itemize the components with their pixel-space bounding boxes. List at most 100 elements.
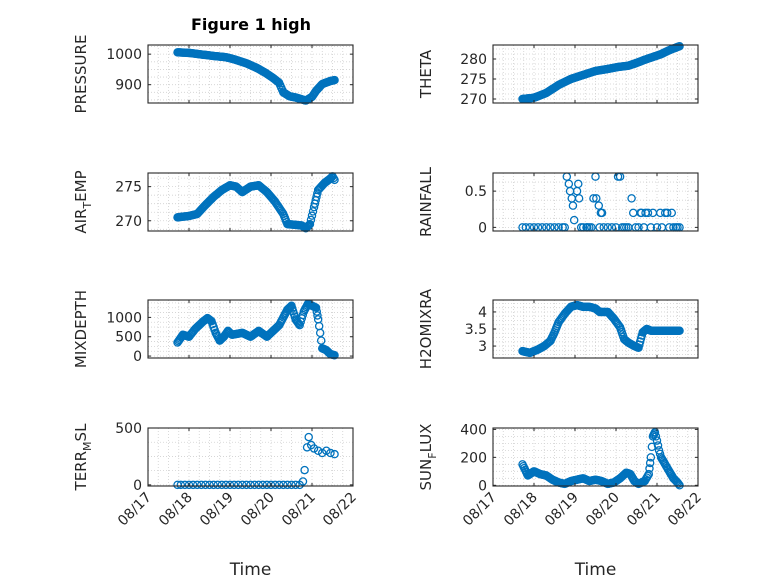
y-tick-label: 1000	[106, 47, 142, 63]
y-axis-label-part: MIXDEPTH	[72, 290, 90, 368]
data-point	[643, 208, 653, 218]
data-point	[574, 179, 583, 189]
data-point	[287, 480, 296, 490]
y-tick-label: 275	[460, 72, 487, 88]
data-point	[201, 480, 210, 490]
data-point	[309, 444, 319, 453]
data-point	[326, 448, 335, 458]
data-point	[675, 481, 684, 490]
y-axis-label: PRESSURE	[72, 35, 90, 114]
subplot-rainfall: 0 0.5 RAINFALL	[417, 166, 699, 237]
data-point	[213, 480, 222, 490]
data-point	[645, 458, 655, 468]
data-point	[306, 215, 316, 225]
data-point	[315, 328, 325, 338]
data-point	[651, 432, 661, 441]
subplot-airtemp: 270 275 AIRTEMP	[72, 170, 354, 234]
y-tick-label: 3	[478, 339, 487, 355]
data-point	[569, 215, 579, 225]
x-tick-label: 08/21	[279, 490, 319, 530]
y-tick-label: 900	[115, 78, 142, 94]
y-tick-label: 3.5	[465, 322, 487, 338]
grid-lines	[492, 45, 699, 103]
y-tick-label: 0	[478, 220, 487, 236]
data-point	[180, 480, 190, 490]
data-point	[322, 446, 331, 455]
data-point	[675, 41, 684, 51]
x-axis-label: Time	[574, 560, 617, 580]
axes-box	[147, 44, 354, 104]
y-tick-label: 200	[460, 450, 487, 466]
data-point	[646, 453, 656, 462]
data-point	[266, 480, 276, 490]
y-axis-label-part: RAINFALL	[417, 166, 435, 237]
y-axis-label: MIXDEPTH	[72, 290, 90, 368]
x-tick-label: 08/18	[501, 490, 541, 530]
y-tick-label: 500	[115, 330, 142, 346]
y-axis-label-subscript: M	[81, 441, 94, 451]
subplot-terrmsl: 0 500 08/17 08/18 08/19 08/20 08/21 08/22 TERRMS…	[72, 421, 360, 580]
axes-box	[147, 172, 354, 232]
series-markers	[173, 299, 339, 360]
data-point	[307, 211, 317, 220]
x-tick-label: 08/19	[197, 490, 237, 530]
x-tick-label: 08/18	[156, 490, 196, 530]
x-tick-label: 08/22	[320, 490, 360, 530]
data-point	[574, 194, 584, 203]
y-tick-label: 4	[478, 305, 487, 321]
axes-box	[492, 44, 699, 104]
y-axis-label: SUNFLUX	[417, 424, 439, 491]
subplot-mixdepth: 0 500 1000 MIXDEPTH	[72, 290, 354, 368]
subplot-pressure: 900 1000 PRESSURE	[72, 35, 354, 114]
data-point	[246, 480, 255, 490]
data-point	[589, 194, 598, 203]
data-point	[205, 480, 214, 490]
data-point	[258, 480, 268, 490]
y-axis-label-part: SL	[72, 423, 90, 442]
y-axis-label-subscript: F	[426, 452, 439, 458]
y-tick-label: 500	[115, 421, 142, 437]
subplot-theta: 270 275 280 THETA	[417, 41, 699, 108]
data-point	[238, 480, 247, 490]
data-point	[650, 427, 660, 437]
data-point	[675, 326, 684, 335]
data-point	[303, 222, 312, 231]
data-point	[313, 311, 322, 320]
data-point	[647, 442, 657, 452]
data-point	[192, 480, 202, 490]
data-point	[304, 432, 313, 442]
data-point	[176, 480, 186, 490]
data-point	[304, 220, 314, 230]
data-point	[316, 336, 326, 345]
data-point	[627, 194, 636, 203]
data-point	[317, 448, 327, 458]
data-point	[233, 480, 243, 490]
x-tick-label: 08/22	[665, 490, 705, 530]
y-tick-label: 275	[115, 180, 142, 196]
data-point	[308, 207, 318, 216]
data-point	[330, 175, 339, 185]
data-point	[329, 173, 338, 183]
data-point	[184, 480, 194, 490]
y-axis-label: AIRTEMP	[72, 170, 94, 233]
data-point	[652, 436, 662, 445]
axes-box	[147, 427, 354, 487]
data-point	[645, 464, 654, 473]
data-point	[653, 441, 663, 450]
x-tick-label: 08/21	[624, 490, 664, 530]
series-markers	[173, 172, 339, 233]
data-point	[286, 302, 295, 311]
y-tick-label: 0	[478, 478, 487, 494]
data-point	[274, 480, 284, 490]
y-axis-label-part: TERR	[72, 451, 90, 492]
x-tick-label: 08/19	[542, 490, 582, 530]
y-tick-label: 270	[115, 214, 142, 230]
data-point	[242, 480, 251, 490]
data-point	[279, 480, 288, 490]
y-tick-label: 270	[460, 92, 487, 108]
y-tick-label: 0.5	[465, 184, 487, 200]
data-point	[330, 75, 339, 85]
x-axis-label: Time	[229, 560, 272, 580]
